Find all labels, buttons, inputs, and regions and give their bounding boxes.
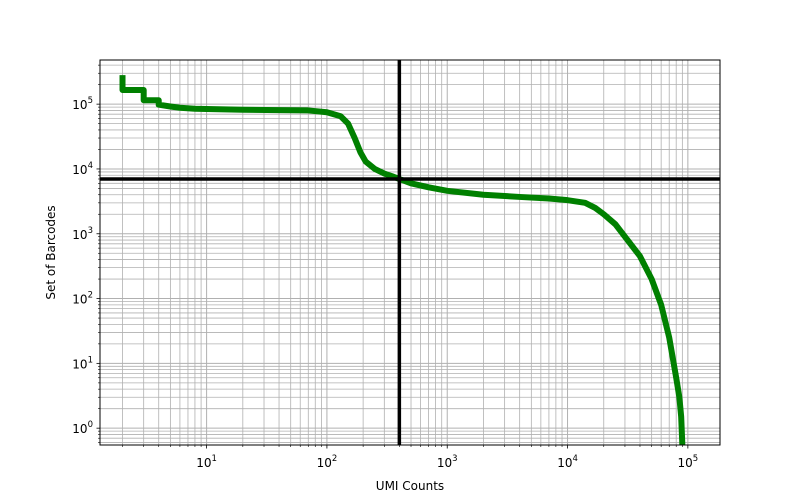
x-tick-label: 103 — [437, 454, 458, 470]
y-tick-label: 102 — [72, 291, 93, 307]
x-axis-label: UMI Counts — [376, 479, 444, 493]
x-tick-label: 104 — [557, 454, 578, 470]
y-axis-label: Set of Barcodes — [44, 205, 58, 299]
y-tick-label: 104 — [72, 161, 93, 177]
axis-ticks: 101 102 103 104 105 100 101 102 103 104 105 — [72, 64, 699, 470]
x-tick-label: 101 — [196, 454, 217, 470]
plot-frame — [99, 59, 721, 446]
y-tick-label: 103 — [72, 226, 93, 242]
x-tick-label: 105 — [678, 454, 699, 470]
y-tick-label: 105 — [72, 96, 93, 112]
y-tick-label: 101 — [72, 355, 93, 371]
grid — [100, 60, 720, 445]
y-tick-label: 100 — [72, 420, 93, 436]
x-tick-label: 102 — [317, 454, 338, 470]
threshold-lines — [100, 60, 720, 445]
